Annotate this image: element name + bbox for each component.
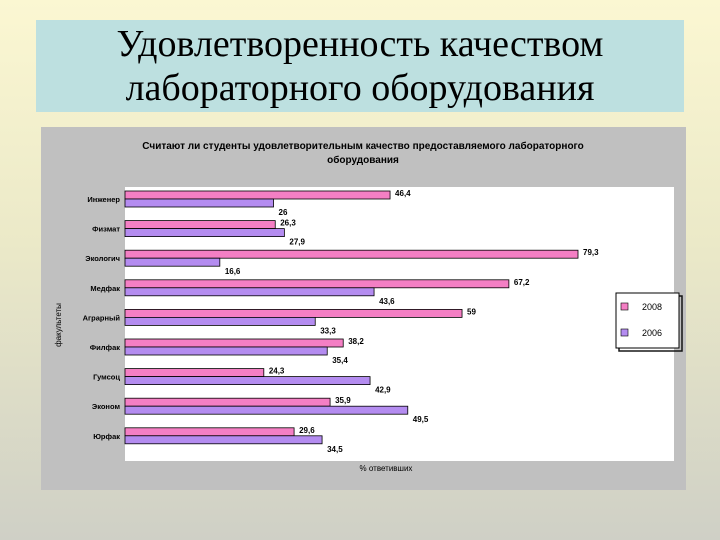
data-label: 59	[467, 307, 476, 316]
bar	[124, 249, 579, 259]
slide-title-box: Удовлетворенность качеством лабораторног…	[36, 20, 684, 112]
chart-title-line-1: Считают ли студенты удовлетворительным к…	[142, 140, 583, 152]
bar	[124, 190, 391, 200]
legend-label: 2008	[642, 302, 662, 312]
bar	[124, 220, 276, 229]
bar	[124, 316, 316, 326]
bar	[124, 397, 331, 407]
bar	[124, 346, 328, 356]
bar	[124, 427, 295, 437]
category-label: Филфак	[90, 343, 121, 352]
data-label: 42,9	[375, 386, 391, 395]
category-label: Инженер	[87, 195, 120, 204]
data-label: 27,9	[289, 238, 305, 247]
data-label: 33,3	[320, 326, 336, 335]
data-label: 24,3	[269, 367, 285, 376]
bar	[124, 198, 274, 208]
data-label: 43,6	[379, 297, 395, 306]
category-label: Гумсоц	[93, 373, 120, 382]
category-label: Эконом	[92, 402, 121, 411]
chart-panel: Считают ли студенты удовлетворительным к…	[41, 127, 686, 490]
data-label: 16,6	[225, 267, 241, 276]
data-label: 46,4	[395, 189, 411, 198]
legend-label: 2006	[642, 328, 662, 338]
category-label: Медфак	[90, 284, 120, 293]
data-label: 38,2	[348, 337, 364, 346]
bar	[124, 376, 371, 386]
bar	[124, 228, 285, 237]
slide-title-line-1: Удовлетворенность качеством	[116, 23, 604, 65]
chart-title-line-2: оборудования	[327, 154, 399, 166]
category-label: Физмат	[92, 225, 120, 234]
legend-frame	[615, 292, 680, 349]
data-label: 34,5	[327, 445, 343, 454]
data-label: 35,9	[335, 396, 351, 405]
bar	[124, 257, 221, 267]
legend-swatch	[620, 302, 629, 311]
data-label: 49,5	[413, 415, 429, 424]
bar	[124, 435, 323, 445]
category-label: Экологич	[85, 254, 120, 263]
slide-title-line-2: лабораторного оборудования	[125, 67, 595, 109]
bar	[124, 308, 463, 318]
data-label: 79,3	[583, 248, 599, 257]
data-label: 26,3	[280, 219, 296, 228]
bar-chart: Считают ли студенты удовлетворительным к…	[54, 140, 683, 473]
bar	[124, 279, 510, 289]
bar	[124, 338, 344, 348]
data-label: 35,4	[332, 356, 348, 365]
data-label: 29,6	[299, 426, 315, 435]
category-label: Аграрный	[83, 313, 121, 322]
bar	[124, 287, 375, 297]
data-label: 67,2	[514, 278, 530, 287]
bar	[124, 368, 265, 378]
category-label: Юрфак	[93, 432, 120, 441]
legend-swatch	[620, 328, 629, 337]
x-axis-title: % ответивших	[360, 464, 413, 473]
bar	[124, 405, 409, 415]
y-axis-title: факультеты	[54, 303, 63, 347]
data-label: 26	[279, 208, 288, 217]
